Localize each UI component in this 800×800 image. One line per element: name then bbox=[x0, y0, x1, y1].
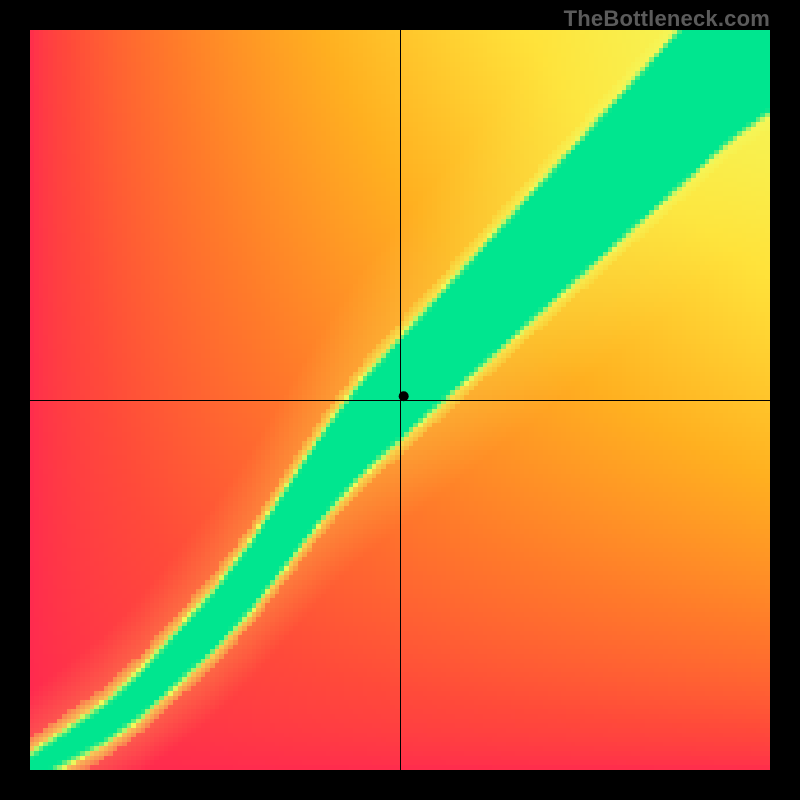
watermark-label: TheBottleneck.com bbox=[564, 6, 770, 32]
heatmap-canvas bbox=[30, 30, 770, 770]
plot-area bbox=[30, 30, 770, 770]
chart-frame: TheBottleneck.com bbox=[0, 0, 800, 800]
